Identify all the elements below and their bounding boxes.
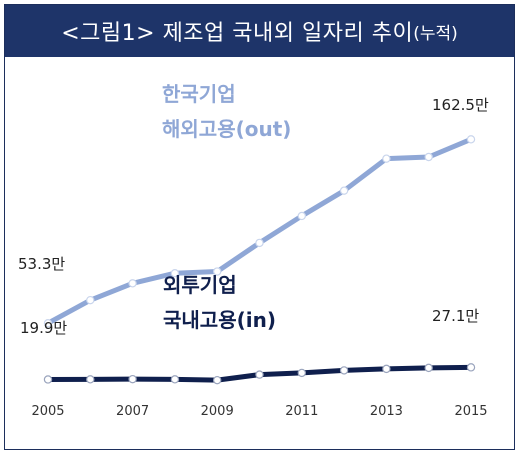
data-point-s1-2006 — [86, 295, 95, 305]
x-axis-ticks: 2005 2007 2009 2011 2013 2015 — [31, 404, 487, 419]
chart-title: <그림1> 제조업 국내외 일자리 추이 — [61, 21, 414, 46]
data-point-s2-2010 — [255, 370, 264, 379]
data-point-s2-2008 — [170, 375, 180, 384]
x-tick-label-2013: 2013 — [370, 404, 403, 419]
x-tick-label-2009: 2009 — [201, 404, 234, 419]
data-point-s2-2013 — [382, 364, 391, 374]
data-point-s2-2012 — [339, 366, 349, 375]
x-tick-label-2015: 2015 — [454, 404, 487, 419]
data-point-s2-2009 — [212, 375, 222, 385]
data-point-s1-2011 — [297, 211, 306, 221]
start-value-label-1: 53.3만 — [18, 255, 65, 273]
data-point-s1-2008 — [170, 269, 180, 278]
data-point-s1-2012 — [339, 186, 349, 195]
x-tick-label-2011: 2011 — [285, 404, 318, 419]
data-point-s1-2010 — [255, 238, 264, 248]
data-point-s1-2005 — [43, 319, 53, 328]
data-point-s1-2015 — [466, 135, 476, 144]
data-point-s2-2011 — [297, 368, 306, 378]
series-layer — [43, 135, 476, 385]
x-tick-label-2007: 2007 — [116, 404, 149, 419]
start-value-label-2: 19.9만 — [20, 319, 67, 337]
data-point-s2-2006 — [86, 375, 95, 384]
data-point-s2-2014 — [424, 363, 433, 373]
series-name-2-line-1: 외투기업 — [163, 273, 237, 297]
data-point-s1-2014 — [424, 152, 433, 162]
x-tick-label-2005: 2005 — [31, 404, 64, 419]
data-point-s1-2013 — [382, 154, 391, 163]
data-point-s1-2009 — [212, 267, 222, 276]
series-name-1-line-1: 한국기업 — [162, 82, 236, 106]
data-point-s2-2007 — [128, 374, 137, 384]
series-line-1 — [45, 136, 474, 326]
end-value-label-1: 162.5만 — [432, 96, 489, 114]
title-bar: <그림1> 제조업 국내외 일자리 추이 (누적) — [5, 5, 514, 57]
series-name-2-line-2: 국내고용(in) — [163, 308, 276, 332]
end-value-label-2: 27.1만 — [432, 307, 479, 325]
data-point-s2-2005 — [43, 375, 53, 384]
data-point-s1-2007 — [128, 279, 137, 288]
data-point-s2-2015 — [466, 363, 476, 372]
chart-title-suffix: (누적) — [413, 23, 458, 44]
series-name-1-line-2: 해외고용(out) — [162, 117, 291, 141]
